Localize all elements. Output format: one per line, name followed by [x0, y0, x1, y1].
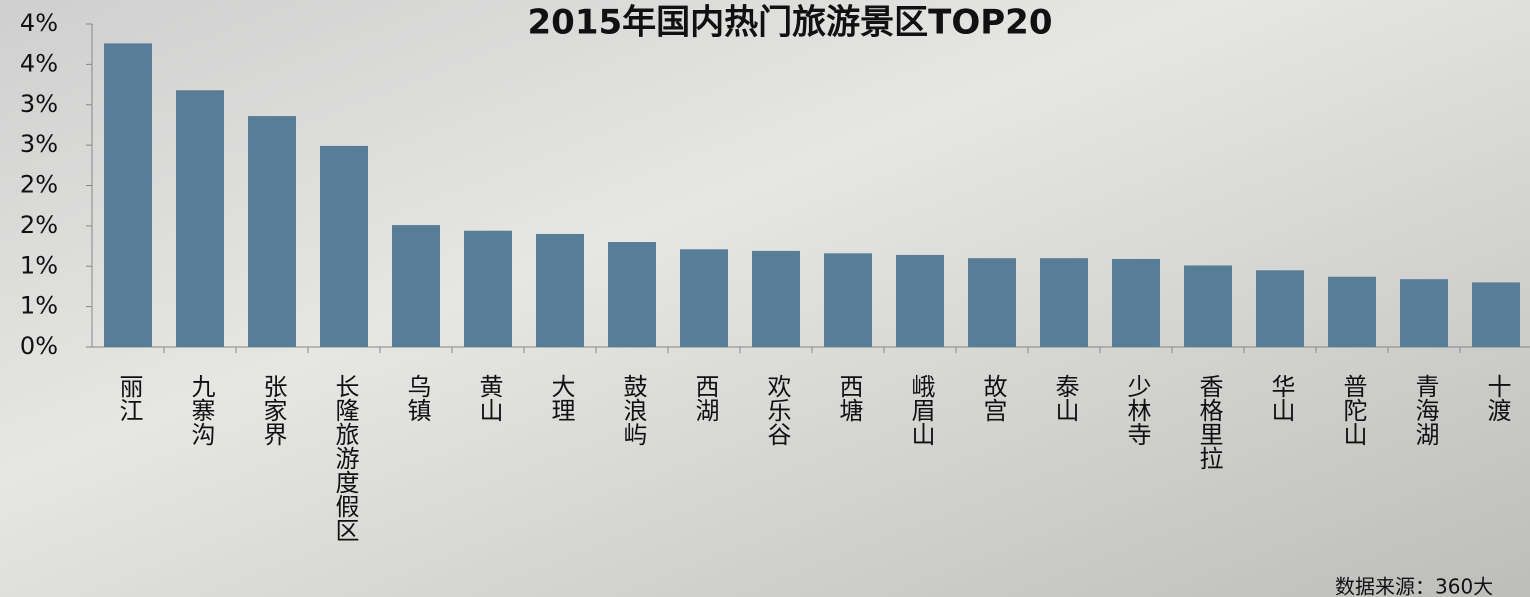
y-tick-label: 1%	[20, 292, 58, 320]
bar	[1400, 279, 1448, 347]
y-tick-label: 0%	[20, 332, 58, 360]
chart-title: 2015年国内热门旅游景区TOP20	[528, 3, 1053, 43]
bar	[536, 234, 584, 347]
y-tick-label: 2%	[20, 211, 58, 239]
x-tick-label: 故宫	[979, 374, 1007, 422]
bar	[1328, 277, 1376, 347]
y-tick-label: 3%	[20, 90, 58, 118]
bar	[104, 43, 152, 347]
x-tick-label: 西塘	[835, 374, 863, 422]
x-tick-label: 黄山	[475, 374, 503, 422]
bar	[464, 231, 512, 347]
bar	[1184, 265, 1232, 347]
x-tick-label: 乌镇	[403, 374, 431, 422]
bar	[680, 249, 728, 347]
x-tick-label: 华山	[1267, 374, 1295, 422]
x-tick-label: 西湖	[691, 374, 719, 422]
bar	[896, 255, 944, 347]
y-tick-label: 1%	[20, 251, 58, 279]
y-tick-label: 2%	[20, 171, 58, 199]
bar	[320, 146, 368, 347]
x-tick-label: 鼓浪屿	[619, 374, 647, 446]
y-tick-label: 3%	[20, 130, 58, 158]
source-note: 数据来源：360大	[1335, 575, 1493, 597]
x-tick-label: 大理	[547, 374, 575, 422]
bar	[1256, 270, 1304, 347]
x-tick-label: 香格里拉	[1195, 374, 1223, 470]
bar	[608, 242, 656, 347]
page: {"chart_data": {"type": "bar", "title": …	[0, 0, 1530, 597]
bar	[1112, 259, 1160, 347]
bar	[1472, 282, 1520, 347]
bar	[248, 116, 296, 347]
x-tick-label: 泰山	[1051, 374, 1079, 422]
bar	[968, 258, 1016, 347]
x-tick-label: 欢乐谷	[763, 374, 791, 446]
x-tick-label: 长隆旅游度假区	[331, 374, 359, 542]
x-tick-label: 青海湖	[1411, 374, 1439, 446]
x-tick-label: 普陀山	[1339, 374, 1367, 446]
bar	[176, 90, 224, 347]
bar	[1040, 258, 1088, 347]
y-tick-label: 4%	[20, 9, 58, 37]
chart: 2015年国内热门旅游景区TOP20 数据来源：360大 0% 1% 1% 2% 2% 3…	[0, 0, 1530, 597]
x-tick-label: 丽江	[115, 374, 143, 422]
x-tick-label: 峨眉山	[907, 374, 935, 446]
bar	[824, 253, 872, 347]
x-tick-label: 十渡	[1483, 374, 1511, 422]
y-tick-label: 4%	[20, 49, 58, 77]
bar	[392, 225, 440, 347]
x-tick-label: 九寨沟	[187, 374, 215, 446]
x-tick-label: 张家界	[259, 374, 287, 446]
x-tick-label: 少林寺	[1123, 374, 1151, 446]
bar	[752, 251, 800, 347]
